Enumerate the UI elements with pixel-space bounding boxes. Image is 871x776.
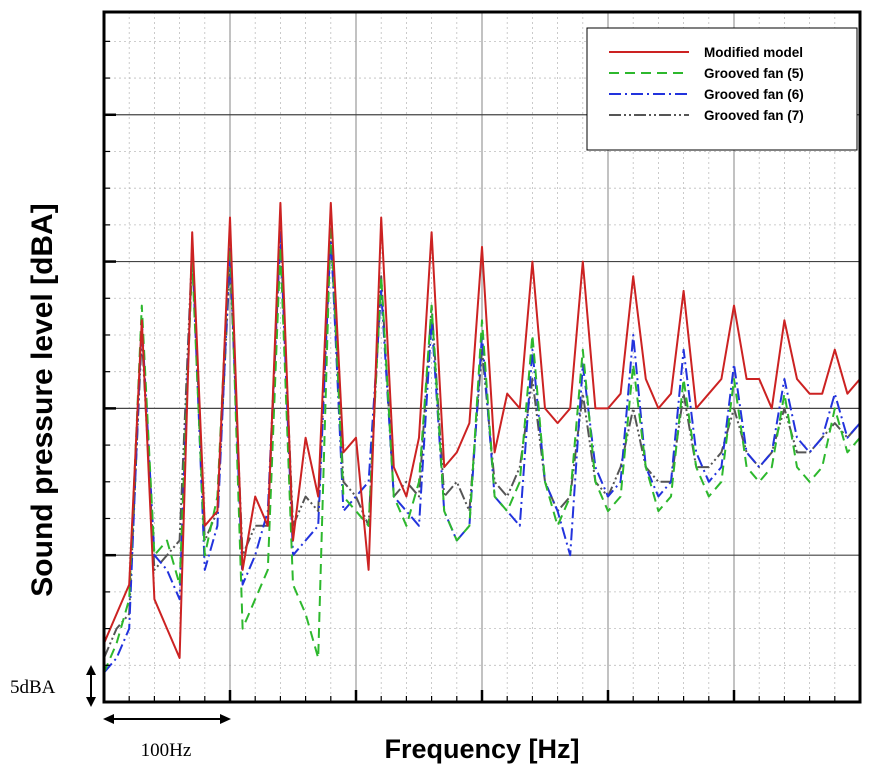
y-scale-arrowhead-down bbox=[86, 697, 96, 707]
x-scale-arrowhead-right bbox=[220, 714, 231, 724]
legend-label: Modified model bbox=[704, 45, 803, 60]
legend-label: Grooved fan (6) bbox=[704, 87, 804, 102]
x-scale-arrowhead-left bbox=[103, 714, 114, 724]
y-scale-label: 5dBA bbox=[10, 677, 56, 698]
plot-frame bbox=[102, 10, 862, 704]
legend: Modified model Grooved fan (5) Grooved fan… bbox=[586, 27, 858, 151]
y-axis-label: Sound pressure level [dBA] bbox=[26, 203, 59, 596]
legend-box bbox=[586, 27, 858, 151]
y-scale-indicator: 5dBA bbox=[10, 665, 96, 707]
axis-ticks bbox=[104, 40, 836, 702]
legend-label: Grooved fan (5) bbox=[704, 66, 804, 81]
y-scale-arrowhead-up bbox=[86, 665, 96, 675]
legend-label: Grooved fan (7) bbox=[704, 108, 804, 123]
series-line-grooved-fan-5 bbox=[103, 216, 861, 673]
series-lines bbox=[103, 201, 861, 674]
x-axis-label: Frequency [Hz] bbox=[384, 734, 579, 764]
x-scale-label: 100Hz bbox=[141, 740, 192, 761]
series-line-modified-model bbox=[103, 201, 861, 659]
series-line-grooved-fan-7 bbox=[103, 231, 861, 659]
x-scale-indicator: 100Hz bbox=[103, 714, 231, 761]
